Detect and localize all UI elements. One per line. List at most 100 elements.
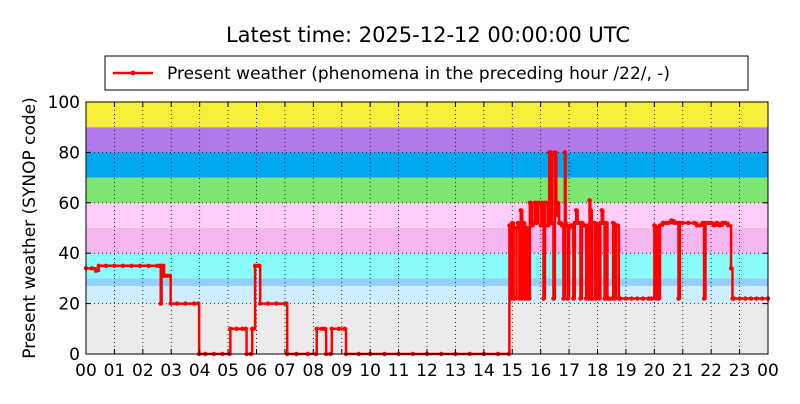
x-tick-label: 00: [757, 361, 779, 381]
x-tick-label: 17: [558, 361, 580, 381]
x-tick-label: 14: [473, 361, 495, 381]
x-tick-label: 23: [729, 361, 751, 381]
x-tick-label: 16: [530, 361, 552, 381]
data-point: [743, 296, 748, 301]
y-axis: 0 20 40 60 80 100: [48, 93, 768, 365]
x-tick-label: 02: [132, 361, 154, 381]
data-point: [697, 223, 702, 228]
data-point: [564, 223, 569, 228]
data-point: [329, 326, 335, 331]
data-point: [524, 225, 529, 231]
data-point: [649, 296, 654, 301]
x-tick-label: 22: [700, 361, 722, 381]
data-point: [666, 220, 671, 226]
data-point: [103, 263, 109, 268]
data-point: [527, 296, 532, 301]
data-point: [714, 220, 720, 226]
series-layer: [83, 150, 771, 357]
data-point: [587, 198, 592, 203]
data-point: [137, 263, 143, 268]
data-point: [336, 326, 342, 331]
data-point: [599, 208, 604, 213]
data-point: [234, 326, 239, 331]
data-point: [174, 301, 180, 306]
data-point: [541, 296, 546, 301]
data-point: [183, 301, 188, 306]
data-point: [96, 263, 101, 268]
data-point: [571, 296, 576, 301]
data-point: [538, 223, 543, 228]
data-point: [284, 301, 289, 306]
data-point: [191, 301, 197, 306]
data-point: [676, 296, 681, 301]
y-tick-label: 80: [58, 143, 80, 163]
background-bands: [86, 102, 768, 354]
data-point: [635, 296, 640, 301]
data-point: [603, 220, 609, 226]
data-point: [112, 263, 117, 268]
chart-title: Latest time: 2025-12-12 00:00:00 UTC: [226, 23, 630, 47]
data-point: [274, 301, 279, 306]
data-point: [507, 223, 512, 228]
data-point: [228, 326, 233, 331]
data-point: [691, 220, 697, 226]
data-point: [731, 296, 737, 301]
data-point: [322, 326, 327, 331]
data-point: [748, 296, 754, 301]
data-point: [737, 296, 742, 301]
legend-label: Present weather (phenomena in the preced…: [167, 64, 670, 84]
data-point: [89, 266, 94, 271]
data-point: [528, 200, 533, 205]
x-tick-label: 01: [104, 361, 126, 381]
data-point: [146, 263, 151, 268]
data-point: [708, 220, 714, 226]
x-tick-label: 05: [217, 361, 239, 381]
data-point: [314, 326, 319, 331]
x-tick-label: 07: [274, 361, 296, 381]
data-point: [717, 223, 722, 228]
data-point: [656, 296, 661, 301]
y-tick-label: 100: [48, 93, 80, 113]
data-point: [573, 208, 579, 213]
data-point: [711, 223, 717, 228]
data-point: [585, 223, 590, 228]
band-7: [86, 152, 768, 178]
data-point: [754, 296, 759, 301]
data-point: [588, 208, 593, 213]
data-point: [548, 150, 554, 155]
data-point: [510, 220, 515, 226]
data-point: [654, 225, 660, 231]
data-point: [257, 263, 262, 268]
data-point: [120, 263, 126, 268]
data-point: [549, 220, 555, 226]
data-point: [158, 301, 163, 306]
data-point: [652, 223, 657, 228]
data-point: [518, 208, 523, 213]
data-point: [562, 150, 568, 155]
data-point: [559, 223, 565, 228]
data-point: [265, 301, 271, 306]
data-point: [592, 220, 597, 226]
x-tick-label: 12: [416, 361, 438, 381]
data-point: [615, 223, 620, 228]
data-point: [551, 296, 556, 301]
data-point: [240, 326, 245, 331]
data-point: [534, 220, 539, 226]
x-tick-label: 03: [160, 361, 182, 381]
x-tick-label: 15: [501, 361, 523, 381]
data-point: [726, 223, 731, 228]
data-point: [657, 223, 663, 228]
data-point: [640, 296, 646, 301]
data-point: [552, 150, 558, 155]
band-4: [86, 228, 768, 254]
data-point: [578, 296, 583, 301]
data-point: [623, 296, 629, 301]
y-tick-label: 60: [58, 194, 80, 214]
x-tick-label: 21: [672, 361, 694, 381]
data-point: [515, 220, 521, 226]
data-point: [618, 296, 623, 301]
data-point: [544, 200, 549, 205]
data-point: [595, 223, 600, 228]
